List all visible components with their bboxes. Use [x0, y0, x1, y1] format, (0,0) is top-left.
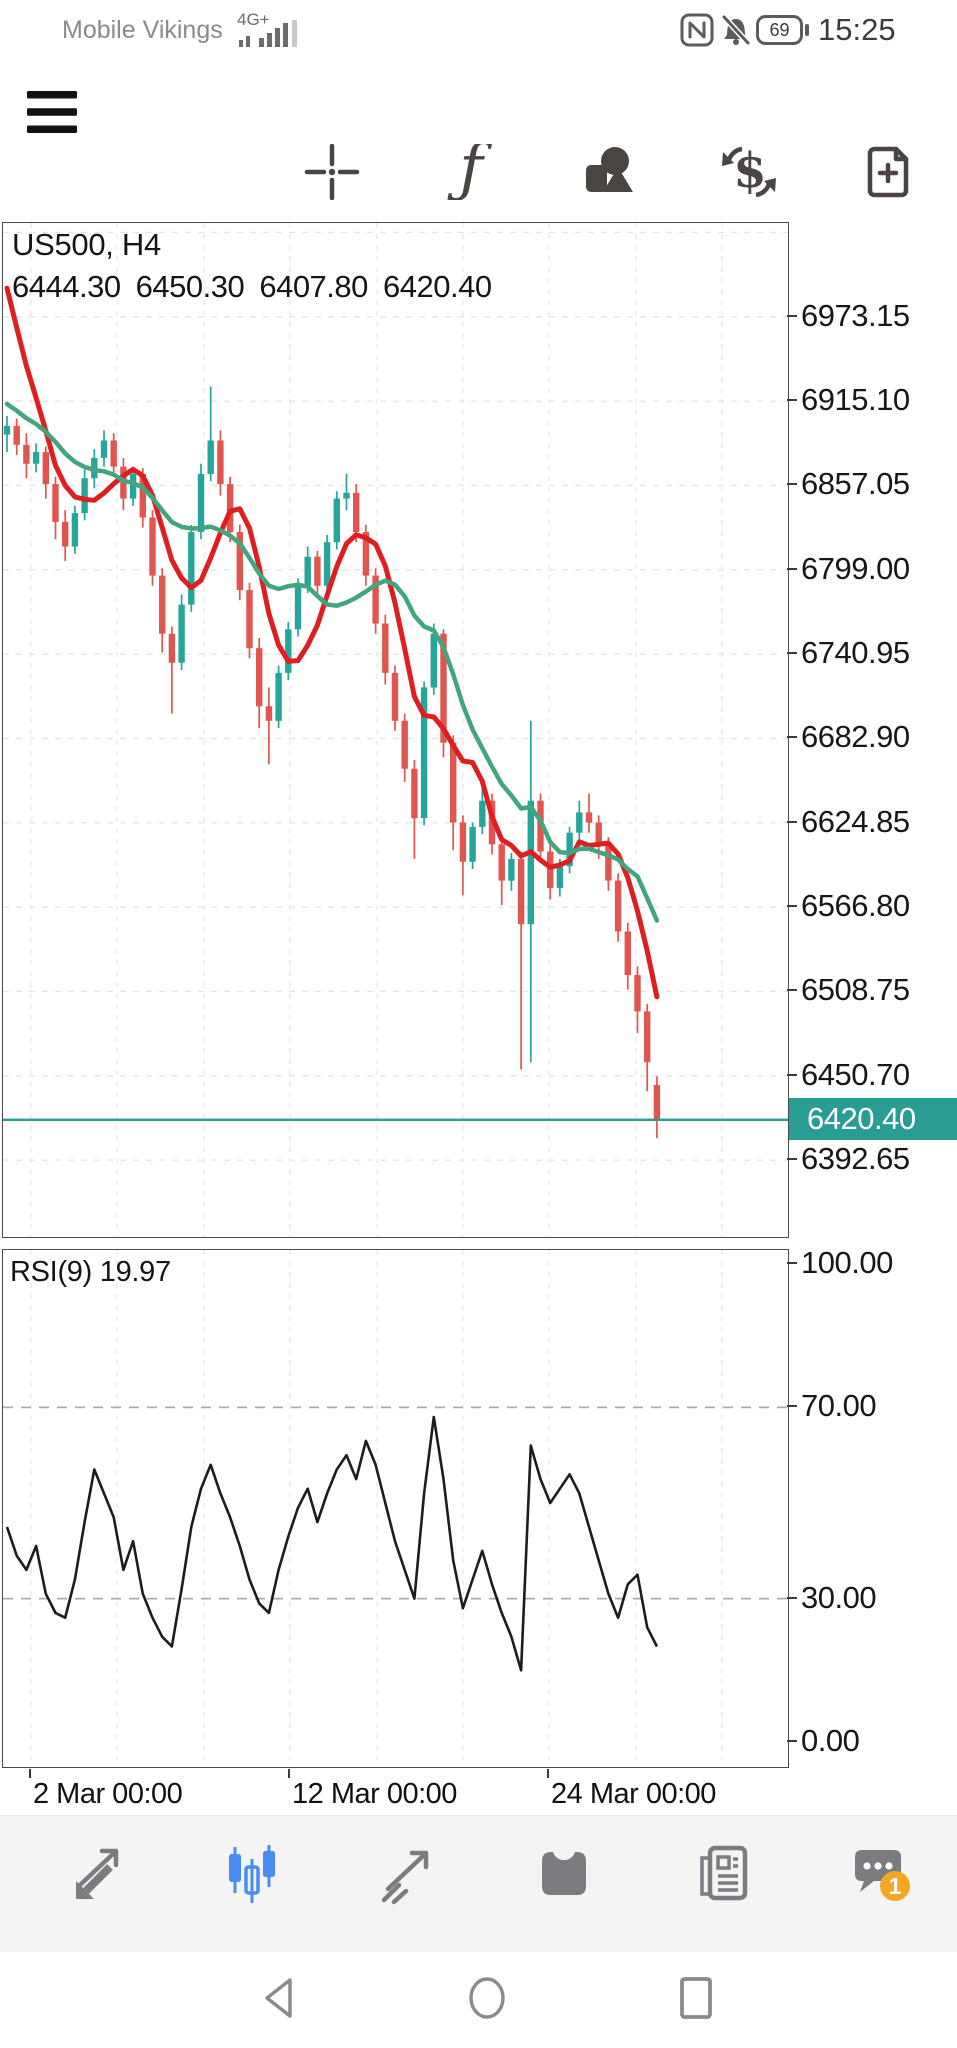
- axis-tick: [787, 989, 797, 991]
- time-label: 24 Mar 00:00: [551, 1778, 716, 1810]
- axis-tick: [787, 1405, 797, 1407]
- new-order-button[interactable]: [860, 144, 916, 200]
- crosshair-icon: [304, 143, 360, 201]
- history-icon: [542, 1852, 586, 1895]
- currency-exchange-icon: $: [722, 143, 776, 199]
- axis-label: 70.00: [801, 1388, 877, 1423]
- nav-trade-button[interactable]: [376, 1841, 440, 1905]
- axis-label: 6450.70: [801, 1057, 910, 1092]
- news-icon: [700, 1845, 748, 1901]
- signal-bars-icon: 4G+: [237, 10, 297, 47]
- back-icon: [265, 1978, 292, 2018]
- current-price-label: 6420.40: [807, 1101, 916, 1136]
- axis-tick: [787, 1740, 797, 1742]
- axis-label: 6682.90: [801, 719, 910, 754]
- bottom-nav-bar: 1: [0, 1815, 957, 1952]
- menu-button[interactable]: [24, 84, 80, 140]
- price-axis: 6420.40 6973.15 6915.10 6857.05 6799.00 6740…: [787, 222, 957, 1769]
- axis-tick: [787, 736, 797, 738]
- nav-quotes-button[interactable]: [68, 1841, 132, 1905]
- axis-tick: [787, 1158, 797, 1160]
- ohlc-values-label: 6444.30 6450.30 6407.80 6420.40: [12, 269, 492, 304]
- axis-tick: [787, 652, 797, 654]
- charts-icon: [229, 1845, 275, 1903]
- time-label: 12 Mar 00:00: [292, 1778, 457, 1810]
- time-tick: [29, 1769, 31, 1778]
- rsi-indicator-label: RSI(9) 19.97: [10, 1256, 171, 1288]
- clock-label: 15:25: [818, 12, 896, 47]
- rsi-value-line: [5, 1415, 659, 1672]
- axis-tick: [787, 315, 797, 317]
- quotes-icon: [76, 1848, 119, 1899]
- axis-label: 6915.10: [801, 382, 910, 417]
- current-price-badge: 6420.40: [789, 1098, 957, 1140]
- axis-label: 6566.80: [801, 888, 910, 923]
- objects-button[interactable]: [582, 144, 638, 200]
- axis-label: 6508.75: [801, 972, 910, 1007]
- unread-badge: [880, 1871, 910, 1901]
- axis-tick: [787, 821, 797, 823]
- home-icon: [469, 1977, 505, 2019]
- unread-count-label: 1: [889, 1873, 902, 1899]
- axis-tick: [787, 399, 797, 401]
- axis-tick: [787, 905, 797, 907]
- android-nav-bar: [0, 1952, 957, 2048]
- time-tick: [547, 1769, 549, 1778]
- nav-news-button[interactable]: [691, 1841, 755, 1905]
- ma-slow-line: [4, 401, 660, 923]
- function-icon: ƒ: [447, 131, 493, 205]
- axis-tick: [787, 568, 797, 570]
- battery-icon: 69: [756, 15, 809, 45]
- axis-label: 6740.95: [801, 635, 910, 670]
- axis-tick: [787, 1597, 797, 1599]
- svg-text:ƒ: ƒ: [447, 144, 493, 200]
- chart-objects-icon: [586, 147, 633, 192]
- android-back-button[interactable]: [255, 1974, 303, 2022]
- nfc-icon: [680, 13, 714, 47]
- network-type-label: 4G+: [237, 10, 270, 29]
- nav-history-button[interactable]: [532, 1841, 596, 1905]
- nav-messages-button[interactable]: 1: [847, 1841, 911, 1905]
- axis-tick: [787, 1262, 797, 1264]
- menu-icon: [27, 91, 77, 133]
- chart-toolbar: ƒ $: [0, 60, 957, 205]
- rsi-chart[interactable]: [3, 1250, 788, 1767]
- symbol-timeframe-label: US500, H4: [12, 227, 161, 262]
- axis-label: 6857.05: [801, 466, 910, 501]
- notifications-off-icon: [721, 14, 751, 46]
- indicators-button[interactable]: ƒ: [443, 131, 499, 205]
- trade-icon: [381, 1850, 429, 1905]
- svg-text:$: $: [733, 144, 766, 199]
- axis-label: 30.00: [801, 1580, 877, 1615]
- recents-icon: [680, 1977, 712, 2019]
- android-home-button[interactable]: [463, 1974, 511, 2022]
- axis-label: 0.00: [801, 1723, 860, 1758]
- axis-tick: [787, 1074, 797, 1076]
- battery-level-label: 69: [769, 20, 789, 40]
- nav-charts-button[interactable]: [220, 1841, 284, 1905]
- android-recents-button[interactable]: [672, 1974, 720, 2022]
- time-tick: [288, 1769, 290, 1778]
- time-label: 2 Mar 00:00: [33, 1778, 183, 1810]
- ma-fast-line: [4, 285, 660, 1000]
- messages-icon: 1: [855, 1850, 910, 1901]
- axis-label: 6973.15: [801, 298, 910, 333]
- carrier-label: Mobile Vikings: [62, 16, 223, 44]
- axis-label: 6392.65: [801, 1141, 910, 1176]
- candlestick-chart[interactable]: [3, 223, 788, 1237]
- symbols-button[interactable]: $: [721, 143, 777, 200]
- status-bar: Mobile Vikings 4G+ 69 15:25: [0, 0, 957, 60]
- axis-label: 100.00: [801, 1245, 893, 1280]
- price-chart-panel[interactable]: US500, H4 6444.30 6450.30 6407.80 6420.4…: [2, 222, 789, 1238]
- axis-label: 6799.00: [801, 551, 910, 586]
- axis-label: 6624.85: [801, 804, 910, 839]
- new-order-icon: [867, 146, 909, 198]
- rsi-panel[interactable]: RSI(9) 19.97: [2, 1249, 789, 1768]
- axis-tick: [787, 483, 797, 485]
- crosshair-button[interactable]: [304, 143, 360, 201]
- time-axis: 2 Mar 00:00 12 Mar 00:00 24 Mar 00:00: [2, 1769, 788, 1811]
